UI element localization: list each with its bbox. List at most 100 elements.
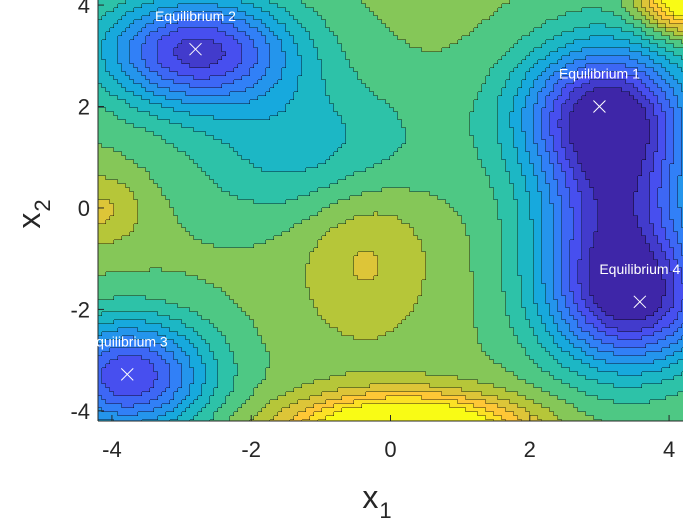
contour-cell: [238, 80, 243, 85]
contour-cell: [602, 60, 607, 65]
contour-cell: [530, 96, 535, 101]
contour-cell: [214, 76, 219, 81]
contour-cell: [462, 56, 467, 61]
contour-cell: [486, 88, 491, 93]
contour-cell: [182, 0, 187, 5]
contour-cell: [650, 92, 655, 97]
contour-cell: [102, 24, 107, 29]
contour-cell: [650, 52, 655, 57]
contour-cell: [622, 48, 627, 53]
contour-cell: [190, 12, 195, 17]
contour-cell: [314, 40, 319, 45]
contour-cell: [606, 52, 611, 57]
contour-cell: [658, 76, 663, 81]
contour-cell: [282, 44, 287, 49]
contour-cell: [650, 56, 655, 61]
contour-cell: [414, 40, 419, 45]
contour-cell: [442, 88, 447, 93]
contour-cell: [258, 40, 263, 45]
contour-cell: [326, 52, 331, 57]
contour-cell: [146, 4, 151, 9]
contour-cell: [654, 96, 659, 101]
contour-cell: [174, 84, 179, 89]
contour-cell: [614, 32, 619, 37]
contour-cell: [482, 24, 487, 29]
contour-cell: [278, 68, 283, 73]
contour-cell: [150, 84, 155, 89]
contour-cell: [398, 12, 403, 17]
contour-cell: [410, 84, 415, 89]
contour-cell: [626, 36, 631, 41]
contour-cell: [334, 68, 339, 73]
contour-cell: [174, 48, 179, 53]
contour-cell: [102, 56, 107, 61]
contour-cell: [214, 96, 219, 101]
contour-cell: [154, 0, 159, 5]
contour-cell: [562, 84, 567, 89]
contour-cell: [106, 72, 111, 77]
contour-cell: [454, 40, 459, 45]
contour-cell: [586, 48, 591, 53]
contour-cell: [646, 80, 651, 85]
contour-cell: [426, 56, 431, 61]
contour-cell: [158, 88, 163, 93]
contour-cell: [502, 12, 507, 17]
contour-cell: [250, 36, 255, 41]
contour-cell: [178, 4, 183, 9]
contour-cell: [626, 76, 631, 81]
contour-cell: [154, 80, 159, 85]
contour-cell: [406, 36, 411, 41]
contour-cell: [394, 36, 399, 41]
contour-cell: [386, 64, 391, 69]
contour-cell: [678, 4, 683, 9]
contour-cell: [354, 56, 359, 61]
contour-cell: [410, 36, 415, 41]
contour-cell: [362, 12, 367, 17]
contour-cell: [318, 76, 323, 81]
contour-cell: [186, 60, 191, 65]
contour-cell: [534, 24, 539, 29]
contour-cell: [534, 16, 539, 21]
contour-cell: [218, 16, 223, 21]
contour-cell: [110, 100, 115, 105]
contour-cell: [526, 40, 531, 45]
contour-cell: [526, 44, 531, 49]
contour-cell: [626, 88, 631, 93]
contour-cell: [486, 48, 491, 53]
contour-cell: [190, 4, 195, 9]
contour-cell: [114, 4, 119, 9]
contour-cell: [610, 64, 615, 69]
contour-cell: [546, 76, 551, 81]
contour-cell: [622, 64, 627, 69]
contour-cell: [150, 100, 155, 105]
contour-cell: [310, 80, 315, 85]
contour-cell: [562, 4, 567, 9]
contour-cell: [290, 4, 295, 9]
contour-cell: [602, 12, 607, 17]
contour-cell: [334, 40, 339, 45]
contour-cell: [674, 12, 679, 17]
contour-cell: [662, 60, 667, 65]
contour-cell: [518, 84, 523, 89]
contour-cell: [674, 76, 679, 81]
contour-cell: [230, 52, 235, 57]
contour-cell: [358, 60, 363, 65]
contour-cell: [678, 72, 683, 77]
contour-cell: [274, 16, 279, 21]
contour-cell: [606, 92, 611, 97]
contour-cell: [446, 76, 451, 81]
contour-cell: [310, 68, 315, 73]
contour-cell: [550, 68, 555, 73]
contour-cell: [430, 76, 435, 81]
contour-cell: [490, 36, 495, 41]
contour-cell: [614, 76, 619, 81]
contour-cell: [462, 8, 467, 13]
contour-cell: [522, 36, 527, 41]
contour-cell: [678, 76, 683, 81]
contour-cell: [282, 36, 287, 41]
contour-cell: [154, 76, 159, 81]
contour-cell: [638, 64, 643, 69]
contour-cell: [486, 4, 491, 9]
contour-cell: [438, 20, 443, 25]
contour-cell: [486, 28, 491, 33]
